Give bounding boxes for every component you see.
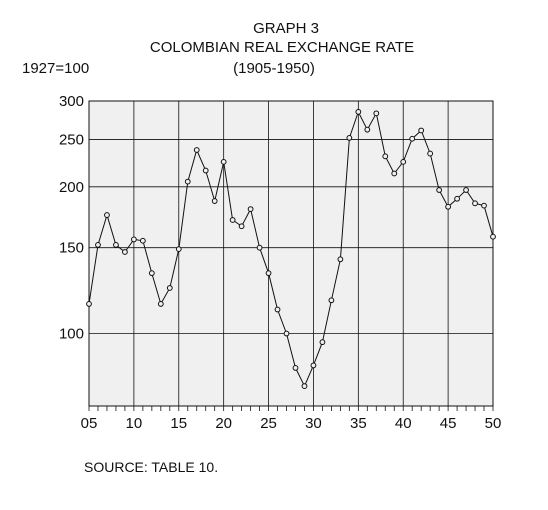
data-point <box>490 233 496 240</box>
data-point <box>292 365 299 371</box>
data-point <box>427 150 434 157</box>
data-point <box>445 203 452 210</box>
data-point <box>104 212 110 218</box>
y-tick-label: 100 <box>59 326 84 343</box>
data-point <box>139 237 146 244</box>
y-axis-labels: 100 150 200 250 300 <box>59 93 84 343</box>
data-point <box>310 362 317 369</box>
data-point <box>472 200 478 207</box>
data-point <box>337 256 344 263</box>
data-point <box>283 330 290 337</box>
data-point <box>157 301 164 307</box>
graph-label: GRAPH 3 <box>253 20 319 37</box>
data-point <box>346 135 353 141</box>
data-point <box>122 249 128 255</box>
data-point <box>202 167 209 174</box>
data-point <box>373 110 380 117</box>
x-tick-label: 50 <box>485 415 502 432</box>
x-tick-label: 35 <box>350 415 367 432</box>
y-tick-label: 250 <box>59 132 84 149</box>
data-point <box>238 223 245 230</box>
x-tick-label: 20 <box>215 415 232 432</box>
data-point <box>211 198 218 204</box>
x-axis-labels: 05 10 15 20 25 30 35 40 45 50 <box>81 415 502 432</box>
data-point <box>130 236 137 243</box>
axis-ticks <box>88 406 494 411</box>
data-point <box>418 127 425 134</box>
x-tick-label: 10 <box>126 415 143 432</box>
grid-lines <box>88 100 494 406</box>
data-point <box>463 187 469 193</box>
y-tick-label: 300 <box>59 93 84 110</box>
data-point <box>86 301 92 307</box>
data-point <box>274 306 281 313</box>
data-point <box>175 246 182 253</box>
plot-frame <box>88 100 494 407</box>
data-point <box>113 241 119 248</box>
data-point <box>328 297 335 304</box>
data-point <box>364 126 371 133</box>
data-point <box>409 135 416 142</box>
data-point <box>229 217 236 223</box>
data-point <box>184 178 191 185</box>
data-point <box>391 170 398 177</box>
data-point <box>454 195 460 202</box>
data-point <box>301 383 308 389</box>
x-tick-label: 25 <box>260 415 277 432</box>
x-tick-label: 15 <box>170 415 187 432</box>
series-layer <box>86 108 496 389</box>
data-point <box>95 241 101 248</box>
chart-period: (1905-1950) <box>233 60 315 77</box>
data-point <box>148 270 155 277</box>
data-point <box>193 147 200 153</box>
data-point <box>265 270 272 277</box>
source-note: SOURCE: TABLE 10. <box>84 459 219 475</box>
data-point <box>355 108 362 115</box>
data-point <box>256 244 263 251</box>
series-line <box>88 110 494 388</box>
x-tick-label: 45 <box>440 415 457 432</box>
y-tick-label: 200 <box>59 179 84 196</box>
plot-area <box>88 100 494 407</box>
index-base-label: 1927=100 <box>22 60 90 77</box>
data-point <box>400 158 407 165</box>
chart-title: COLOMBIAN REAL EXCHANGE RATE <box>149 39 415 56</box>
data-point <box>382 153 389 160</box>
data-point <box>247 206 254 213</box>
data-point <box>481 202 487 209</box>
data-point <box>220 158 227 165</box>
data-point <box>436 187 443 193</box>
x-tick-label: 40 <box>395 415 412 432</box>
x-tick-label: 05 <box>81 415 98 432</box>
y-tick-label: 150 <box>59 240 84 257</box>
data-point <box>319 339 326 346</box>
data-point <box>166 285 173 291</box>
x-tick-label: 30 <box>305 415 322 432</box>
